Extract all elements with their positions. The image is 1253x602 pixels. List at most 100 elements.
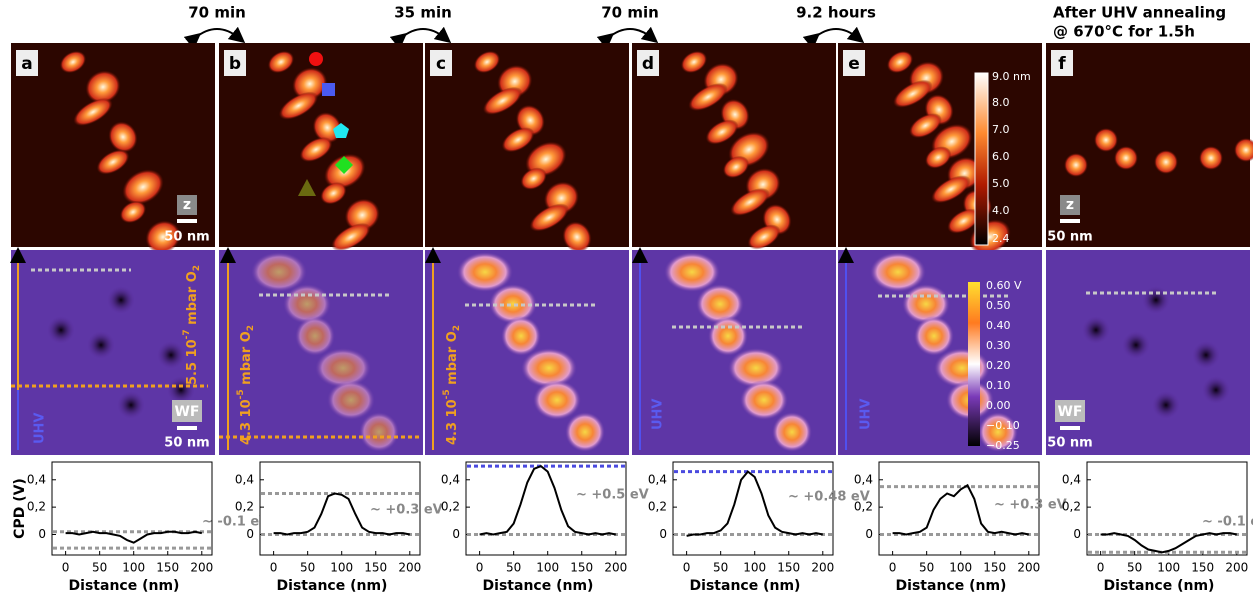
oxidized-region [870, 252, 926, 292]
plot-frame [259, 461, 421, 556]
x-axis-label: Distance (nm) [69, 578, 180, 594]
x-tick-label: 0 [270, 561, 278, 575]
exchange-arrow [596, 26, 659, 50]
y-tick-label: 0,4 [235, 472, 254, 486]
particle [122, 169, 164, 205]
particle [931, 175, 971, 204]
y-tick-label: 0 [246, 527, 254, 541]
particle [482, 86, 523, 115]
y-tick-label: 0,4 [441, 472, 460, 486]
particle [299, 137, 333, 162]
particle [1199, 146, 1223, 170]
y-tick-label: 0,2 [27, 500, 46, 514]
exchange-arrow [802, 26, 865, 50]
panel-letter-box [16, 50, 38, 76]
marker-triangle [298, 179, 316, 196]
oxidized-region [978, 412, 1018, 452]
oxidized-region [772, 412, 812, 452]
topo-colorbar [974, 72, 989, 246]
panel-letter: b [229, 54, 241, 74]
particle [96, 149, 130, 175]
dark-spot [1152, 391, 1180, 419]
exchange-arrow [389, 26, 452, 50]
particle [529, 203, 569, 232]
content: 70 min 35 min 70 min 9.2 hours After UHV ann… [10, 4, 1253, 594]
particle [501, 127, 535, 153]
dark-spot [1202, 376, 1230, 404]
plot-frame [878, 461, 1040, 556]
y-tick-label: 0 [659, 527, 667, 541]
particle [85, 70, 121, 104]
oxidized-region [902, 284, 950, 324]
uhv-label: UHV [33, 413, 48, 445]
particle [59, 50, 87, 74]
x-tick-label: 0 [683, 561, 691, 575]
wf-colorbar [968, 282, 980, 446]
dark-spot [107, 286, 135, 314]
colorbar-label: 2.4 [992, 232, 1010, 245]
z-label: z [1066, 197, 1074, 213]
z-box [177, 195, 197, 215]
particle [688, 83, 728, 111]
marker-pentagon [333, 123, 349, 138]
x-tick-label: 200 [1017, 561, 1040, 575]
scale-bar [1060, 219, 1080, 223]
colorbar-label: 0.30 [986, 339, 1011, 352]
dark-spot [1082, 316, 1110, 344]
marker-circle [309, 52, 323, 66]
uhv-label: UHV [651, 399, 666, 431]
particle [909, 113, 942, 139]
panel-letter: e [848, 54, 860, 74]
oxidized-region [327, 380, 375, 420]
x-tick-label: 50 [1127, 561, 1142, 575]
particle [73, 98, 113, 126]
dark-spot [87, 331, 115, 359]
panel-letter: c [436, 54, 446, 74]
particle [1094, 128, 1118, 152]
particle [947, 208, 981, 234]
oxidized-region [696, 284, 744, 324]
particle [331, 223, 371, 251]
oxidized-region [565, 412, 605, 452]
plot-frame [51, 461, 213, 556]
wf-label: WF [1057, 404, 1082, 420]
scale-bar [177, 426, 197, 430]
particle [278, 91, 319, 120]
label-part: 4.3 10 [239, 399, 254, 445]
label-part: 4.3 10 [445, 399, 460, 445]
z-label: z [183, 197, 191, 213]
y-tick-label: 0 [38, 527, 46, 541]
oxidized-region [533, 380, 581, 420]
uhv-label: UHV [859, 399, 874, 431]
x-tick-label: 100 [949, 561, 972, 575]
x-tick-label: 100 [330, 561, 353, 575]
scale-label: 50 nm [164, 436, 209, 451]
x-tick-label: 100 [536, 561, 559, 575]
x-tick-label: 0 [889, 561, 897, 575]
time-label: 35 min [394, 4, 452, 22]
label-part: mbar O [239, 331, 254, 389]
x-tick-label: 0 [1097, 561, 1105, 575]
oxidized-region [501, 316, 541, 356]
particle [292, 67, 328, 101]
particle [145, 220, 181, 254]
colorbar-label: 0.60 V [986, 279, 1022, 292]
x-axis-label: Distance (nm) [483, 578, 594, 594]
panel-letter: f [1058, 54, 1066, 74]
x-axis-label: Distance (nm) [277, 578, 388, 594]
particle [108, 121, 138, 153]
scale-bar [1060, 426, 1080, 430]
panel-letter-box [843, 50, 865, 76]
time-label: 9.2 hours [796, 4, 876, 22]
plot-frame [465, 461, 627, 556]
x-tick-label: 150 [983, 561, 1006, 575]
x-tick-label: 150 [156, 561, 179, 575]
colorbar-label: 4.0 [992, 204, 1010, 217]
x-tick-label: 50 [92, 561, 107, 575]
oxidized-region [708, 316, 748, 356]
oxidized-region [489, 284, 537, 324]
oxidized-region [664, 252, 720, 292]
x-tick-label: 50 [919, 561, 934, 575]
x-axis-label: Distance (nm) [690, 578, 801, 594]
